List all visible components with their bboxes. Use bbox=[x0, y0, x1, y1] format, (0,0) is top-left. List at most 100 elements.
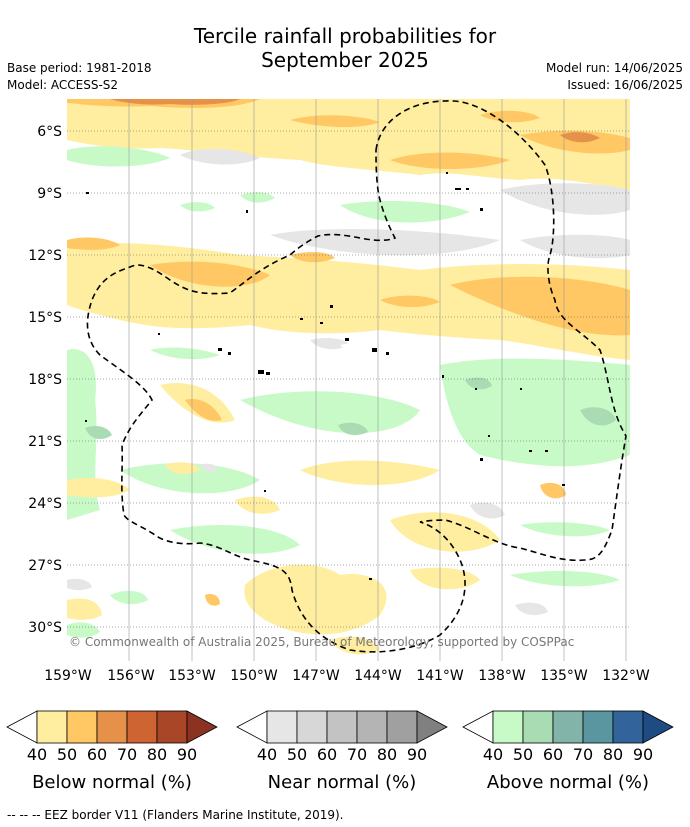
colorbar-segment bbox=[612, 710, 644, 744]
latitude-labels: 6°S 9°S 12°S 15°S 18°S 21°S 24°S 27°S 30… bbox=[28, 124, 62, 636]
above-normal-region bbox=[580, 407, 616, 426]
near-normal-region bbox=[310, 337, 350, 350]
model-run: Model run: 14/06/2025 bbox=[545, 61, 683, 75]
lat-label: 18°S bbox=[28, 372, 62, 388]
model-name: Model: ACCESS-S2 bbox=[7, 78, 119, 92]
lat-label: 30°S bbox=[28, 620, 62, 636]
colorbar-label: Above normal (%) bbox=[487, 772, 649, 793]
colorbar-tick-label: 40 bbox=[483, 745, 503, 764]
colorbar-tick-label: 50 bbox=[513, 745, 533, 764]
probability-field bbox=[67, 99, 630, 661]
above-normal-region bbox=[85, 426, 112, 440]
below-normal-region bbox=[235, 496, 280, 514]
colorbar-tick-label: 70 bbox=[117, 745, 137, 764]
colorbar-tick-label: 40 bbox=[257, 745, 277, 764]
colorbar-high-arrow bbox=[186, 710, 218, 744]
near-normal-region bbox=[515, 602, 548, 616]
colorbar-segment bbox=[356, 710, 388, 744]
lat-label: 27°S bbox=[28, 558, 62, 574]
colorbar-tick-label: 50 bbox=[57, 745, 77, 764]
colorbar-label: Below normal (%) bbox=[32, 772, 192, 793]
above-normal-region bbox=[67, 146, 170, 167]
issued-date: Issued: 16/06/2025 bbox=[567, 78, 683, 92]
above-normal-region bbox=[465, 377, 492, 390]
colorbar: 40 50 60 70 80 90 Near normal (%) bbox=[236, 710, 448, 793]
title-line-1: Tercile rainfall probabilities for bbox=[193, 24, 497, 48]
colorbar-segment bbox=[522, 710, 554, 744]
below-normal-region bbox=[165, 462, 200, 475]
above-normal-region bbox=[180, 202, 215, 212]
lon-label: 159°W bbox=[44, 668, 92, 684]
map-title: Tercile rainfall probabilities for Septe… bbox=[0, 24, 690, 72]
below-normal-region bbox=[67, 598, 102, 620]
eez-borders bbox=[86, 100, 627, 653]
colorbar-low-arrow bbox=[462, 710, 494, 744]
lon-label: 156°W bbox=[107, 668, 155, 684]
colorbar-segment bbox=[552, 710, 584, 744]
above-normal-region bbox=[150, 347, 220, 360]
meta-right: Model run: 14/06/2025 Issued: 16/06/2025 bbox=[546, 60, 683, 94]
copyright-text: © Commonwealth of Australia 2025, Bureau… bbox=[69, 635, 574, 649]
colorbar-label: Near normal (%) bbox=[268, 772, 417, 793]
lon-label: 147°W bbox=[292, 668, 340, 684]
lon-label: 153°W bbox=[168, 668, 216, 684]
colorbar-tick-label: 60 bbox=[543, 745, 563, 764]
below-normal-region bbox=[300, 460, 440, 485]
colorbar-segment bbox=[582, 710, 614, 744]
below-normal-region bbox=[540, 482, 566, 499]
islands bbox=[85, 172, 565, 580]
colorbar-segment bbox=[266, 710, 298, 744]
lat-label: 12°S bbox=[28, 248, 62, 264]
below-normal-region bbox=[185, 399, 222, 421]
lat-label: 24°S bbox=[28, 496, 62, 512]
lat-label: 21°S bbox=[28, 434, 62, 450]
meta-left: Base period: 1981-2018 Model: ACCESS-S2 bbox=[7, 60, 152, 94]
below-normal-region bbox=[244, 564, 387, 635]
above-normal-region bbox=[67, 622, 100, 638]
base-period: Base period: 1981-2018 bbox=[7, 61, 152, 75]
below-normal-region bbox=[450, 276, 630, 336]
colorbar-segment bbox=[296, 710, 328, 744]
lon-label: 138°W bbox=[478, 668, 526, 684]
above-normal-region bbox=[520, 522, 610, 537]
lon-label: 135°W bbox=[540, 668, 588, 684]
colorbar-tick-label: 90 bbox=[407, 745, 427, 764]
colorbar-tick-label: 80 bbox=[603, 745, 623, 764]
above-normal-region bbox=[240, 192, 275, 203]
colorbar: 40 50 60 70 80 90 Above normal (%) bbox=[462, 710, 674, 793]
lat-label: 9°S bbox=[37, 186, 62, 202]
lat-label: 6°S bbox=[37, 124, 62, 140]
lon-label: 132°W bbox=[602, 668, 650, 684]
colorbar-tick-label: 90 bbox=[633, 745, 653, 764]
below-normal-region bbox=[150, 261, 270, 287]
above-normal-region bbox=[240, 391, 420, 434]
colorbar-tick-label: 40 bbox=[27, 745, 47, 764]
near-normal-region bbox=[500, 183, 630, 215]
below-normal-region bbox=[205, 594, 220, 606]
eez-legend-footer: -- -- -- EEZ border V11 (Flanders Marine… bbox=[7, 808, 344, 822]
graticule bbox=[67, 130, 630, 628]
near-normal-region bbox=[520, 234, 630, 259]
lon-label: 144°W bbox=[354, 668, 402, 684]
below-normal-region bbox=[520, 130, 630, 154]
above-normal-region bbox=[170, 525, 300, 554]
above-normal-region bbox=[340, 200, 470, 223]
below-normal-region bbox=[67, 237, 120, 250]
colorbar-segment bbox=[156, 710, 188, 744]
colorbar-segment bbox=[492, 710, 524, 744]
colorbar-low-arrow bbox=[236, 710, 268, 744]
below-normal-region bbox=[67, 478, 130, 498]
below-normal-region bbox=[290, 115, 380, 128]
colorbars: 40 50 60 70 80 90 Below normal (%) 40 50 60 70 80 90… bbox=[6, 710, 674, 793]
colorbar-tick-label: 70 bbox=[573, 745, 593, 764]
near-normal-region bbox=[470, 502, 505, 519]
colorbar-segment bbox=[36, 710, 68, 744]
colorbar-segment bbox=[326, 710, 358, 744]
longitude-labels: 159°W 156°W 153°W 150°W 147°W 144°W 141°… bbox=[44, 668, 650, 684]
colorbar-tick-label: 60 bbox=[87, 745, 107, 764]
colorbar-tick-label: 50 bbox=[287, 745, 307, 764]
below-normal-region bbox=[67, 99, 630, 190]
colorbar-tick-label: 70 bbox=[347, 745, 367, 764]
below-normal-region bbox=[330, 636, 380, 655]
